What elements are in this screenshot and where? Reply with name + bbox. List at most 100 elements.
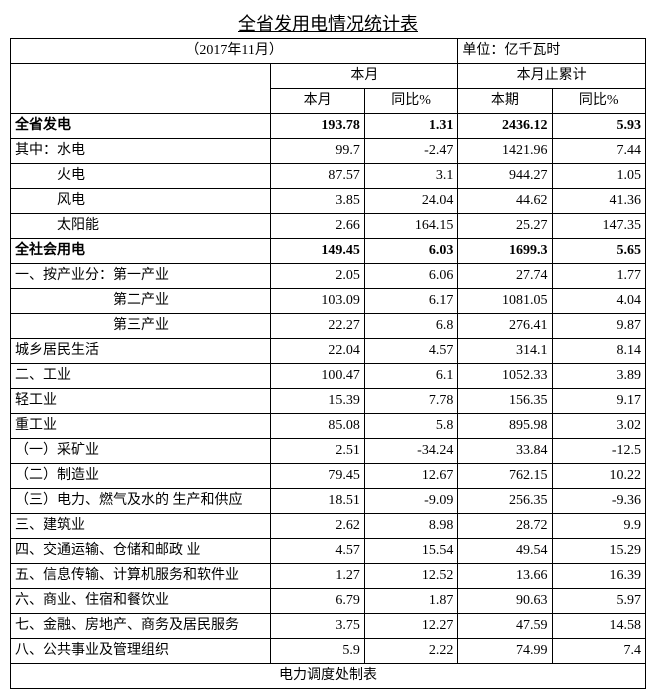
row-v2: 24.04	[364, 189, 457, 214]
row-label: 轻工业	[11, 389, 271, 414]
row-label: 一、按产业分：第一产业	[11, 264, 271, 289]
row-v4: 1.05	[552, 164, 645, 189]
row-v4: 3.02	[552, 414, 645, 439]
header-col-3: 本期	[458, 89, 552, 114]
row-v1: 87.57	[271, 164, 364, 189]
header-col-2: 同比%	[364, 89, 457, 114]
row-v1: 6.79	[271, 589, 364, 614]
row-v1: 99.7	[271, 139, 364, 164]
table-row: 三、建筑业2.628.9828.729.9	[11, 514, 646, 539]
row-v4: 8.14	[552, 339, 645, 364]
row-v4: 10.22	[552, 464, 645, 489]
table-row: 全省发电193.781.312436.125.93	[11, 114, 646, 139]
row-v4: 7.44	[552, 139, 645, 164]
row-v4: 41.36	[552, 189, 645, 214]
row-v3: 156.35	[458, 389, 552, 414]
row-v3: 33.84	[458, 439, 552, 464]
header-col-4: 同比%	[552, 89, 645, 114]
row-label: （一）采矿业	[11, 439, 271, 464]
data-table: （2017年11月） 单位：亿千瓦时 本月 本月止累计 本月 同比% 本期 同比…	[10, 38, 646, 689]
row-v3: 944.27	[458, 164, 552, 189]
row-v4: 147.35	[552, 214, 645, 239]
row-label: 六、商业、住宿和餐饮业	[11, 589, 271, 614]
row-v4: 16.39	[552, 564, 645, 589]
row-v1: 22.27	[271, 314, 364, 339]
row-v4: 9.9	[552, 514, 645, 539]
row-v1: 85.08	[271, 414, 364, 439]
row-v1: 2.05	[271, 264, 364, 289]
header-group-1: 本月	[271, 64, 458, 89]
table-row: 四、交通运输、仓储和邮政 业4.5715.5449.5415.29	[11, 539, 646, 564]
row-label: 八、公共事业及管理组织	[11, 639, 271, 664]
row-v1: 2.62	[271, 514, 364, 539]
table-row: 六、商业、住宿和餐饮业6.791.8790.635.97	[11, 589, 646, 614]
row-v3: 256.35	[458, 489, 552, 514]
row-v1: 1.27	[271, 564, 364, 589]
row-v2: 6.8	[364, 314, 457, 339]
row-v1: 2.51	[271, 439, 364, 464]
row-label: 其中：水电	[11, 139, 271, 164]
row-v3: 1421.96	[458, 139, 552, 164]
row-label: 三、建筑业	[11, 514, 271, 539]
row-label: 太阳能	[11, 214, 271, 239]
table-row: 第三产业22.276.8276.419.87	[11, 314, 646, 339]
row-v2: 6.06	[364, 264, 457, 289]
row-v3: 25.27	[458, 214, 552, 239]
row-v4: 7.4	[552, 639, 645, 664]
row-v3: 44.62	[458, 189, 552, 214]
table-row: 全社会用电149.456.031699.35.65	[11, 239, 646, 264]
page-title: 全省发用电情况统计表	[10, 10, 646, 36]
row-label: 第三产业	[11, 314, 271, 339]
row-v2: 1.87	[364, 589, 457, 614]
header-empty	[11, 64, 271, 114]
table-row: （二）制造业79.4512.67762.1510.22	[11, 464, 646, 489]
row-v3: 1052.33	[458, 364, 552, 389]
table-row: 火电87.573.1944.271.05	[11, 164, 646, 189]
row-label: 四、交通运输、仓储和邮政 业	[11, 539, 271, 564]
row-v4: 5.93	[552, 114, 645, 139]
table-row: 城乡居民生活22.044.57314.18.14	[11, 339, 646, 364]
table-row: 风电3.8524.0444.6241.36	[11, 189, 646, 214]
row-v4: 4.04	[552, 289, 645, 314]
table-row: 七、金融、房地产、商务及居民服务3.7512.2747.5914.58	[11, 614, 646, 639]
row-v4: 3.89	[552, 364, 645, 389]
row-v2: 6.03	[364, 239, 457, 264]
table-row: 太阳能2.66164.1525.27147.35	[11, 214, 646, 239]
row-label: （二）制造业	[11, 464, 271, 489]
row-label: 七、金融、房地产、商务及居民服务	[11, 614, 271, 639]
header-group-2: 本月止累计	[458, 64, 646, 89]
row-v3: 27.74	[458, 264, 552, 289]
row-label: 城乡居民生活	[11, 339, 271, 364]
row-v2: 3.1	[364, 164, 457, 189]
row-label: 第二产业	[11, 289, 271, 314]
row-v2: 12.52	[364, 564, 457, 589]
row-v1: 5.9	[271, 639, 364, 664]
row-v3: 314.1	[458, 339, 552, 364]
table-row: 八、公共事业及管理组织5.92.2274.997.4	[11, 639, 646, 664]
table-row: （一）采矿业2.51-34.2433.84-12.5	[11, 439, 646, 464]
row-v2: 164.15	[364, 214, 457, 239]
row-v2: 8.98	[364, 514, 457, 539]
row-v2: -2.47	[364, 139, 457, 164]
row-v4: 14.58	[552, 614, 645, 639]
row-v2: 6.1	[364, 364, 457, 389]
row-v1: 18.51	[271, 489, 364, 514]
row-v3: 276.41	[458, 314, 552, 339]
unit-label: 单位：亿千瓦时	[458, 39, 646, 64]
table-row: 一、按产业分：第一产业2.056.0627.741.77	[11, 264, 646, 289]
row-v4: 9.17	[552, 389, 645, 414]
row-v3: 90.63	[458, 589, 552, 614]
row-label: 全社会用电	[11, 239, 271, 264]
row-label: 全省发电	[11, 114, 271, 139]
row-v1: 22.04	[271, 339, 364, 364]
table-row: （三）电力、燃气及水的 生产和供应18.51-9.09256.35-9.36	[11, 489, 646, 514]
row-v2: 1.31	[364, 114, 457, 139]
row-v2: 2.22	[364, 639, 457, 664]
row-v1: 3.85	[271, 189, 364, 214]
header-col-1: 本月	[271, 89, 364, 114]
row-v1: 15.39	[271, 389, 364, 414]
row-v1: 103.09	[271, 289, 364, 314]
row-v2: 5.8	[364, 414, 457, 439]
row-v4: 9.87	[552, 314, 645, 339]
row-v4: -9.36	[552, 489, 645, 514]
